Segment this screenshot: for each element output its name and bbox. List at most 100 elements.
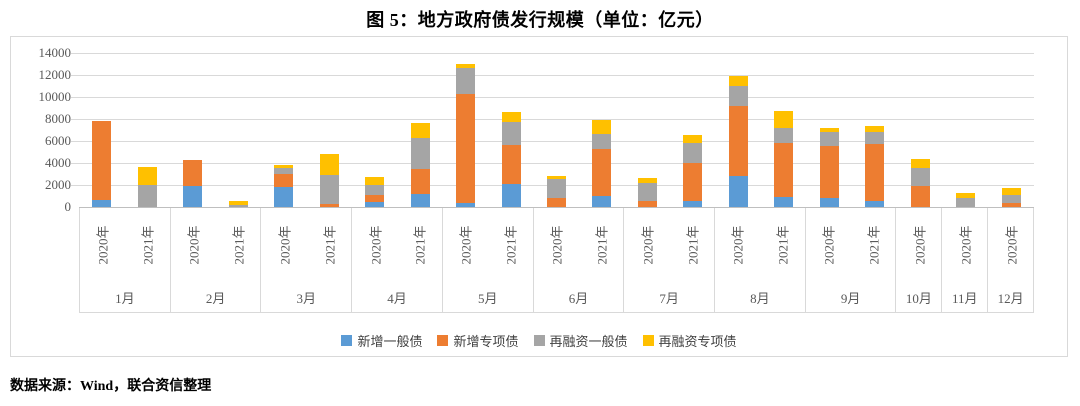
y-axis-label: 12000 — [38, 67, 72, 82]
year-label-row: 2020年 2021年 — [352, 208, 442, 282]
year-label: 2021年 — [775, 225, 791, 265]
bar-segment-再融资一般债 — [274, 167, 294, 175]
bar-segment-新增专项债 — [728, 105, 748, 176]
bar-segment-再融资一般债 — [865, 131, 885, 145]
year-label: 2021年 — [866, 225, 882, 265]
bar-segment-新增专项债 — [637, 201, 657, 207]
legend-swatch — [533, 335, 545, 346]
year-slot: 2020年 — [806, 208, 851, 282]
bar-segment-新增一般债 — [365, 202, 385, 207]
legend-item-新增一般债: 新增一般债 — [341, 331, 422, 350]
gridline — [71, 53, 1034, 54]
month-label: 9月 — [840, 290, 861, 306]
bar-segment-再融资专项债 — [956, 192, 976, 198]
gridline — [71, 141, 1034, 142]
month-group-1月 — [79, 53, 170, 207]
bar-7月-2021年 — [683, 135, 703, 207]
legend-label: 再融资一般债 — [549, 334, 628, 349]
legend-item-新增专项债: 新增专项债 — [437, 331, 519, 350]
bar-12月-2020年 — [1001, 188, 1021, 207]
bar-segment-新增一般债 — [774, 197, 794, 207]
year-slot: 2021年 — [125, 208, 170, 282]
plot-area — [71, 53, 1034, 207]
bar-segment-再融资一般债 — [910, 167, 930, 186]
year-label-row: 2020年 — [896, 208, 941, 282]
axis-month-cell-8月: 2020年 2021年 8月 — [714, 208, 805, 313]
legend-swatch — [437, 335, 449, 346]
year-label-row: 2020年 2021年 — [534, 208, 624, 282]
month-label: 7月 — [659, 290, 679, 306]
gridline — [71, 163, 1034, 164]
bar-segment-新增专项债 — [410, 169, 430, 194]
legend-swatch — [642, 335, 654, 346]
axis-month-cell-10月: 2020年 10月 — [895, 208, 942, 313]
gridline — [71, 119, 1034, 120]
bar-segment-再融资一般债 — [1001, 195, 1021, 203]
year-label: 2020年 — [640, 225, 656, 265]
year-slot: 2021年 — [306, 208, 351, 282]
bar-segment-新增专项债 — [92, 120, 112, 200]
axis-month-cell-6月: 2020年 2021年 6月 — [532, 208, 624, 313]
month-label: 6月 — [568, 290, 589, 306]
month-label: 12月 — [997, 290, 1024, 306]
y-axis-label: 2000 — [45, 177, 71, 192]
month-label: 2月 — [205, 290, 226, 306]
axis-month-cell-5月: 2020年 2021年 5月 — [441, 208, 533, 313]
bar-segment-新增专项债 — [910, 185, 930, 207]
bar-segment-再融资一般债 — [137, 185, 157, 207]
y-axis-label: 8000 — [45, 111, 71, 126]
bar-6月-2020年 — [547, 175, 566, 207]
axis-month-cell-11月: 2020年 11月 — [941, 208, 988, 313]
month-label: 1月 — [115, 290, 135, 306]
bar-6月-2021年 — [592, 120, 612, 207]
bar-segment-新增一般债 — [819, 197, 839, 207]
month-label: 3月 — [296, 290, 317, 306]
legend-label: 新增专项债 — [453, 334, 519, 349]
year-slot: 2020年 — [988, 208, 1033, 282]
month-group-4月 — [352, 53, 443, 207]
month-label: 8月 — [750, 290, 770, 306]
month-label: 11月 — [951, 290, 978, 306]
year-slot: 2021年 — [216, 208, 261, 282]
bar-segment-新增专项债 — [547, 197, 566, 207]
year-slot: 2020年 — [352, 208, 397, 282]
year-slot: 2020年 — [624, 208, 669, 282]
bar-segment-再融资专项债 — [819, 128, 839, 133]
bar-segment-新增专项债 — [1001, 202, 1021, 207]
year-label: 2020年 — [186, 225, 202, 265]
year-label: 2021年 — [140, 225, 156, 265]
month-label: 10月 — [905, 290, 932, 306]
year-label-row: 2020年 2021年 — [80, 208, 170, 282]
bar-segment-再融资一般债 — [365, 184, 385, 195]
gridline — [71, 75, 1034, 76]
year-label: 2021年 — [322, 225, 338, 265]
bar-3月-2020年 — [274, 164, 294, 207]
bar-10月-2020年 — [910, 158, 930, 207]
bar-segment-再融资一般债 — [728, 85, 748, 106]
year-slot: 2021年 — [397, 208, 442, 282]
bar-segment-再融资一般债 — [956, 197, 976, 207]
bar-segment-新增一般债 — [592, 196, 612, 207]
bar-segment-再融资专项债 — [228, 201, 248, 206]
month-group-5月 — [443, 53, 534, 207]
bar-segment-新增专项债 — [456, 94, 476, 203]
month-group-3月 — [261, 53, 352, 207]
month-group-9月 — [807, 53, 898, 207]
bar-segment-新增专项债 — [501, 145, 521, 184]
bar-1月-2020年 — [92, 120, 112, 207]
bar-2月-2020年 — [183, 160, 203, 207]
year-label-row: 2020年 2021年 — [806, 208, 896, 282]
bar-segment-新增专项债 — [592, 149, 612, 196]
y-axis-label: 0 — [64, 199, 72, 214]
bar-segment-再融资专项债 — [728, 76, 748, 86]
year-label: 2021年 — [503, 225, 519, 265]
bar-segment-再融资专项债 — [637, 177, 657, 183]
year-label-row: 2020年 2021年 — [624, 208, 714, 282]
category-axis: 2020年 2021年 1月 2020年 2021年 2月 2020年 2021年 3月 2020… — [79, 207, 1035, 313]
year-label-row: 2020年 2021年 — [261, 208, 351, 282]
y-axis-label: 4000 — [45, 155, 71, 170]
bar-segment-新增专项债 — [819, 146, 839, 198]
year-label: 2020年 — [549, 225, 565, 265]
bar-segment-再融资一般债 — [410, 138, 430, 170]
bar-1月-2021年 — [137, 167, 157, 207]
